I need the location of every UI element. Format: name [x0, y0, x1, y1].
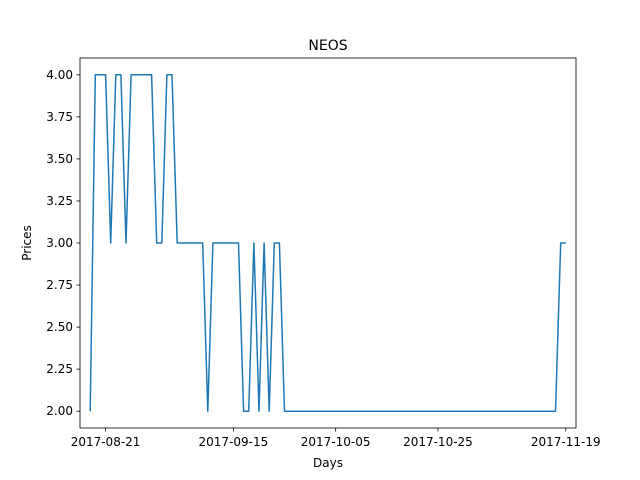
x-tick-label: 2017-10-25 [403, 435, 473, 449]
series-line [89, 74, 566, 412]
x-tick-label: 2017-11-19 [531, 435, 601, 449]
y-tick-label: 3.25 [46, 194, 73, 208]
y-tick-label: 3.00 [46, 236, 73, 250]
y-tick-label: 2.00 [46, 404, 73, 418]
plot-area [80, 58, 576, 428]
x-axis-title: Days [313, 456, 343, 470]
y-tick-label: 2.75 [46, 278, 73, 292]
x-tick-label: 2017-10-05 [301, 435, 371, 449]
plot-frame [79, 57, 577, 429]
y-tick-label: 3.50 [46, 152, 73, 166]
x-tick-label: 2017-09-15 [199, 435, 269, 449]
y-tick-label: 4.00 [46, 68, 73, 82]
chart-title: NEOS [308, 38, 347, 54]
y-tick-label: 3.75 [46, 110, 73, 124]
x-axis-ticks: 2017-08-21 2017-09-15 2017-10-05 2017-10-25… [71, 428, 601, 449]
y-tick-label: 2.25 [46, 362, 73, 376]
y-axis-ticks: 2.00 2.25 2.50 2.75 3.00 3.25 3.50 3.75 4.00 [46, 68, 80, 418]
y-axis-title: Prices [20, 225, 34, 261]
y-tick-label: 2.50 [46, 320, 73, 334]
x-tick-label: 2017-08-21 [71, 435, 141, 449]
